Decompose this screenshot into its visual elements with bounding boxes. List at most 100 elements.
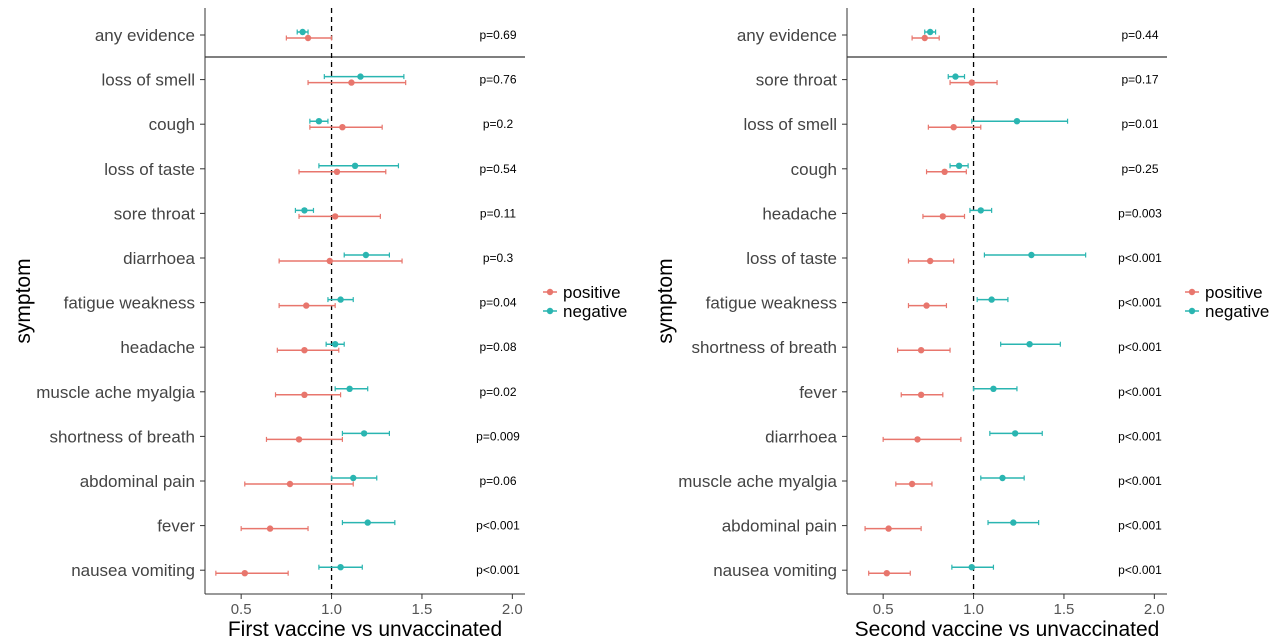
p-value-label: p<0.001 — [1118, 296, 1162, 310]
data-point-negative — [977, 207, 984, 214]
p-value-label: p<0.001 — [1118, 429, 1162, 443]
data-point-negative — [1028, 251, 1035, 259]
p-value-label: p=0.3 — [483, 251, 514, 265]
category-label-loss-of-taste: loss of taste — [746, 249, 837, 268]
data-point-positive — [241, 570, 248, 577]
data-point-positive — [295, 436, 303, 443]
category-label-any-evidence: any evidence — [95, 26, 195, 45]
data-point-positive — [303, 302, 310, 309]
category-label-fatigue-weakness: fatigue weakness — [706, 294, 837, 313]
x-tick-label: 1.0 — [321, 601, 342, 618]
data-point-negative — [331, 341, 339, 348]
data-point-negative — [351, 162, 359, 169]
legend-key-negative — [546, 307, 554, 315]
data-point-negative — [1011, 430, 1019, 437]
data-point-negative — [299, 28, 306, 36]
data-point-positive — [939, 213, 947, 220]
legend-label-positive: positive — [563, 283, 621, 302]
x-axis-label: First vaccine vs unvaccinated — [228, 618, 502, 638]
p-value-label: p<0.001 — [1118, 340, 1162, 354]
legend-label-negative: negative — [1205, 302, 1269, 321]
p-value-label: p<0.001 — [476, 519, 520, 533]
data-point-negative — [926, 28, 934, 36]
data-point-positive — [950, 124, 957, 131]
legend-key-positive — [546, 288, 554, 296]
data-point-positive — [914, 436, 921, 443]
data-point-positive — [331, 213, 339, 220]
category-label-any-evidence: any evidence — [737, 26, 837, 45]
p-value-label: p=0.44 — [1121, 28, 1158, 42]
data-point-negative — [337, 296, 344, 303]
series-negative — [924, 28, 1087, 571]
category-label-nausea-vomiting: nausea vomiting — [713, 561, 837, 580]
data-point-positive — [885, 525, 892, 532]
category-label-nausea-vomiting: nausea vomiting — [71, 561, 195, 580]
p-value-label: p=0.02 — [479, 385, 516, 399]
data-point-negative — [364, 519, 371, 526]
p-value-label: p=0.04 — [479, 296, 516, 310]
data-point-positive — [917, 347, 925, 354]
data-point-positive — [921, 34, 928, 42]
category-label-loss-of-smell: loss of smell — [101, 71, 195, 90]
p-value-label: p=0.009 — [476, 429, 520, 443]
p-value-label: p<0.001 — [1118, 474, 1162, 488]
p-value-label: p=0.01 — [1121, 117, 1158, 131]
data-point-negative — [1013, 118, 1021, 125]
x-tick-label: 1.5 — [412, 601, 433, 618]
data-point-negative — [301, 207, 308, 214]
category-label-fatigue-weakness: fatigue weakness — [64, 294, 195, 313]
data-point-positive — [339, 124, 346, 131]
series-negative — [294, 28, 405, 571]
data-point-negative — [990, 385, 997, 392]
data-point-negative — [988, 296, 995, 303]
legend-key-negative — [1188, 307, 1196, 315]
category-label-headache: headache — [762, 204, 837, 223]
data-point-negative — [337, 564, 344, 571]
category-label-muscle-ache-myalgia: muscle ache myalgia — [36, 383, 195, 402]
p-value-label: p=0.08 — [479, 340, 516, 354]
p-value-label: p=0.69 — [479, 28, 516, 42]
data-point-negative — [999, 474, 1006, 482]
p-value-label: p=0.25 — [1121, 162, 1158, 176]
data-point-positive — [333, 168, 341, 175]
x-tick-label: 0.5 — [873, 601, 894, 618]
p-value-label: p=0.11 — [480, 206, 516, 220]
x-tick-label: 1.5 — [1054, 601, 1075, 618]
legend-label-negative: negative — [563, 302, 627, 321]
p-value-label: p=0.2 — [483, 117, 514, 131]
y-axis-label: symptom — [12, 258, 35, 343]
data-point-negative — [360, 430, 368, 437]
p-value-label: p<0.001 — [476, 563, 520, 577]
data-point-positive — [883, 570, 890, 577]
category-label-fever: fever — [799, 383, 837, 402]
series-positive — [215, 34, 407, 577]
category-label-muscle-ache-myalgia: muscle ache myalgia — [678, 472, 837, 491]
data-point-negative — [357, 73, 364, 80]
legend-label-positive: positive — [1205, 283, 1263, 302]
data-point-positive — [908, 480, 916, 488]
category-label-shortness-of-breath: shortness of breath — [49, 427, 195, 446]
category-label-fever: fever — [157, 517, 195, 536]
x-axis-label: Second vaccine vs unvaccinated — [855, 618, 1160, 638]
data-point-positive — [286, 480, 294, 488]
x-tick-label: 1.0 — [963, 601, 984, 618]
data-point-positive — [926, 257, 934, 265]
category-label-shortness-of-breath: shortness of breath — [691, 338, 837, 357]
data-point-positive — [301, 391, 308, 398]
data-point-negative — [1026, 341, 1033, 348]
data-point-negative — [952, 73, 959, 80]
data-point-negative — [1010, 519, 1017, 526]
category-label-cough: cough — [149, 115, 195, 134]
category-label-abdominal-pain: abdominal pain — [80, 472, 195, 491]
data-point-negative — [955, 162, 963, 169]
data-point-positive — [326, 257, 333, 265]
data-point-positive — [917, 391, 925, 398]
p-value-label: p<0.001 — [1118, 519, 1162, 533]
data-point-negative — [350, 474, 357, 482]
p-value-label: p=0.06 — [479, 474, 516, 488]
series-positive — [864, 34, 998, 577]
data-point-negative — [346, 385, 353, 392]
